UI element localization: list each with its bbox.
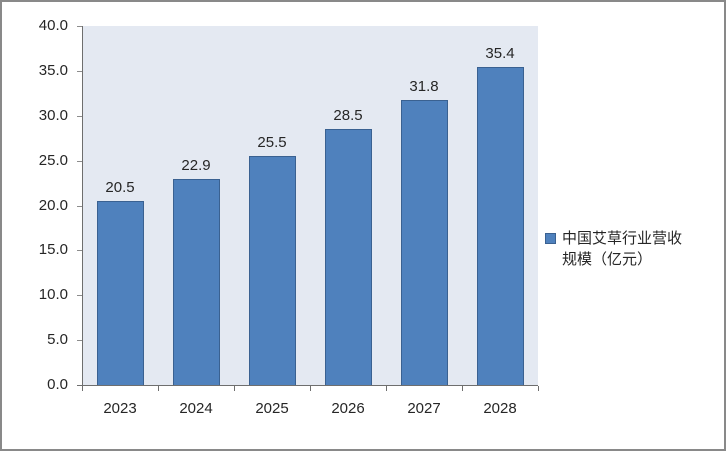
- x-tick: [310, 386, 311, 391]
- bar: [476, 67, 524, 385]
- x-tick: [234, 386, 235, 391]
- bar: [324, 129, 372, 385]
- x-tick: [386, 386, 387, 391]
- x-tick: [82, 386, 83, 391]
- x-tick: [462, 386, 463, 391]
- y-tick-label: 20.0: [38, 196, 68, 214]
- bar: [400, 99, 448, 385]
- y-tick-label: 5.0: [47, 331, 68, 349]
- x-axis-line: [77, 385, 538, 386]
- x-tick-label: 2025: [255, 400, 289, 417]
- x-tick-label: 2027: [407, 400, 441, 417]
- bar-data-label: 31.8: [409, 77, 439, 95]
- y-tick-label: 30.0: [38, 106, 68, 124]
- y-tick-label: 35.0: [38, 61, 68, 79]
- y-tick-label: 40.0: [38, 17, 68, 34]
- x-tick: [538, 386, 539, 391]
- legend-label: 中国艾草行业营收规模（亿元）: [562, 230, 683, 268]
- y-tick-label: 0.0: [47, 376, 68, 393]
- bar: [96, 201, 144, 385]
- plot-area: 20.5 22.9 25.5 28.5 31.8 35.4: [82, 26, 538, 385]
- x-tick: [158, 386, 159, 391]
- legend-marker-icon: [545, 233, 556, 244]
- bar: [172, 179, 220, 385]
- bar-data-label: 22.9: [181, 157, 211, 175]
- bar-data-label: 25.5: [257, 134, 287, 152]
- x-tick-label: 2024: [179, 400, 213, 417]
- y-tick-label: 25.0: [38, 151, 68, 169]
- x-tick-label: 2028: [483, 400, 517, 417]
- legend: 中国艾草行业营收规模（亿元）: [545, 228, 682, 270]
- y-tick-label: 15.0: [38, 241, 68, 259]
- y-axis-line: [82, 26, 83, 386]
- bar-data-label: 28.5: [333, 107, 363, 125]
- y-tick-label: 10.0: [38, 286, 68, 304]
- x-tick-label: 2023: [103, 400, 137, 417]
- x-tick-label: 2026: [331, 400, 365, 417]
- bar: [248, 156, 296, 385]
- bar-data-label: 20.5: [105, 179, 135, 197]
- bar-data-label: 35.4: [485, 45, 515, 63]
